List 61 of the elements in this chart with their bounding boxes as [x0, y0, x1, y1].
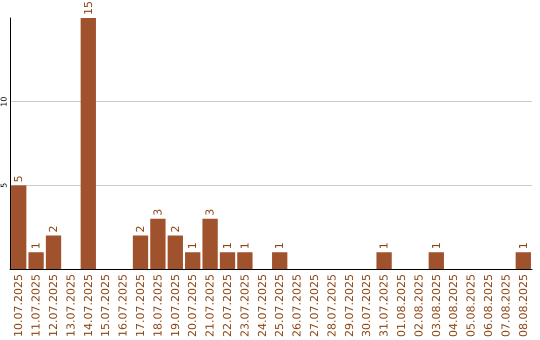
- data-label: 1: [516, 242, 530, 250]
- bar: [376, 252, 392, 269]
- data-label: 3: [204, 208, 217, 216]
- bar: [428, 252, 444, 269]
- bar: [516, 252, 531, 269]
- data-label: 15: [82, 1, 95, 15]
- x-tick-label: 23.07.2025: [238, 274, 252, 337]
- x-tick-label: 03.08.2025: [430, 274, 443, 337]
- x-tick-label: 11.07.2025: [30, 274, 43, 337]
- bar: [132, 236, 148, 269]
- x-tick-label: 07.08.2025: [499, 274, 512, 337]
- x-tick-label: 31.07.2025: [378, 274, 391, 337]
- x-tick-label: 17.07.2025: [134, 274, 147, 337]
- x-tick-label: 01.08.2025: [395, 274, 408, 337]
- x-tick-label: 24.07.2025: [256, 274, 269, 337]
- x-tick-label: 12.07.2025: [47, 274, 60, 337]
- x-tick-label: 13.07.2025: [64, 274, 78, 337]
- x-tick-label: 10.07.2025: [12, 274, 26, 337]
- x-tick-label: 02.08.2025: [412, 274, 426, 337]
- bar: [150, 218, 166, 269]
- bar: [80, 18, 96, 269]
- data-label: 3: [151, 208, 164, 216]
- x-tick-label: 14.07.2025: [82, 274, 95, 337]
- data-label: 1: [221, 242, 234, 250]
- x-tick-label: 27.07.2025: [308, 274, 321, 337]
- x-tick-label: 04.08.2025: [447, 274, 460, 337]
- data-label: 2: [168, 226, 182, 233]
- data-label: 1: [186, 242, 200, 250]
- x-tick-label: 26.07.2025: [290, 274, 304, 337]
- x-tick-label: 18.07.2025: [151, 274, 164, 337]
- bar: [185, 252, 200, 269]
- x-tick-label: 21.07.2025: [204, 274, 217, 337]
- data-label: 2: [134, 226, 147, 233]
- x-tick-label: 19.07.2025: [168, 274, 182, 337]
- x-tick-label: 08.08.2025: [516, 274, 530, 337]
- data-label: 5: [12, 175, 26, 182]
- bar: [272, 252, 288, 269]
- x-tick-label: 28.07.2025: [325, 274, 338, 337]
- data-label: 1: [430, 242, 443, 250]
- bar: [28, 252, 44, 269]
- x-tick-label: 22.07.2025: [221, 274, 234, 337]
- bar: [11, 185, 26, 269]
- data-label: 1: [238, 242, 252, 250]
- x-tick-label: 30.07.2025: [360, 274, 374, 337]
- bar: [202, 218, 218, 269]
- x-tick-label: 16.07.2025: [116, 274, 130, 337]
- y-tick-label: 10: [0, 96, 8, 107]
- bar: [237, 252, 253, 269]
- data-label: 2: [47, 226, 60, 233]
- bar: [46, 236, 62, 269]
- x-tick-label: 29.07.2025: [342, 274, 356, 337]
- x-tick-label: 25.07.2025: [273, 274, 286, 337]
- x-tick-label: 06.08.2025: [482, 274, 495, 337]
- x-tick-label: 05.08.2025: [464, 274, 478, 337]
- data-label: 1: [273, 242, 286, 250]
- x-tick-label: 15.07.2025: [99, 274, 112, 337]
- x-tick-label: 20.07.2025: [186, 274, 200, 337]
- bar: [168, 236, 183, 269]
- bar: [220, 252, 236, 269]
- data-label: 1: [30, 242, 43, 250]
- data-label: 1: [378, 242, 391, 250]
